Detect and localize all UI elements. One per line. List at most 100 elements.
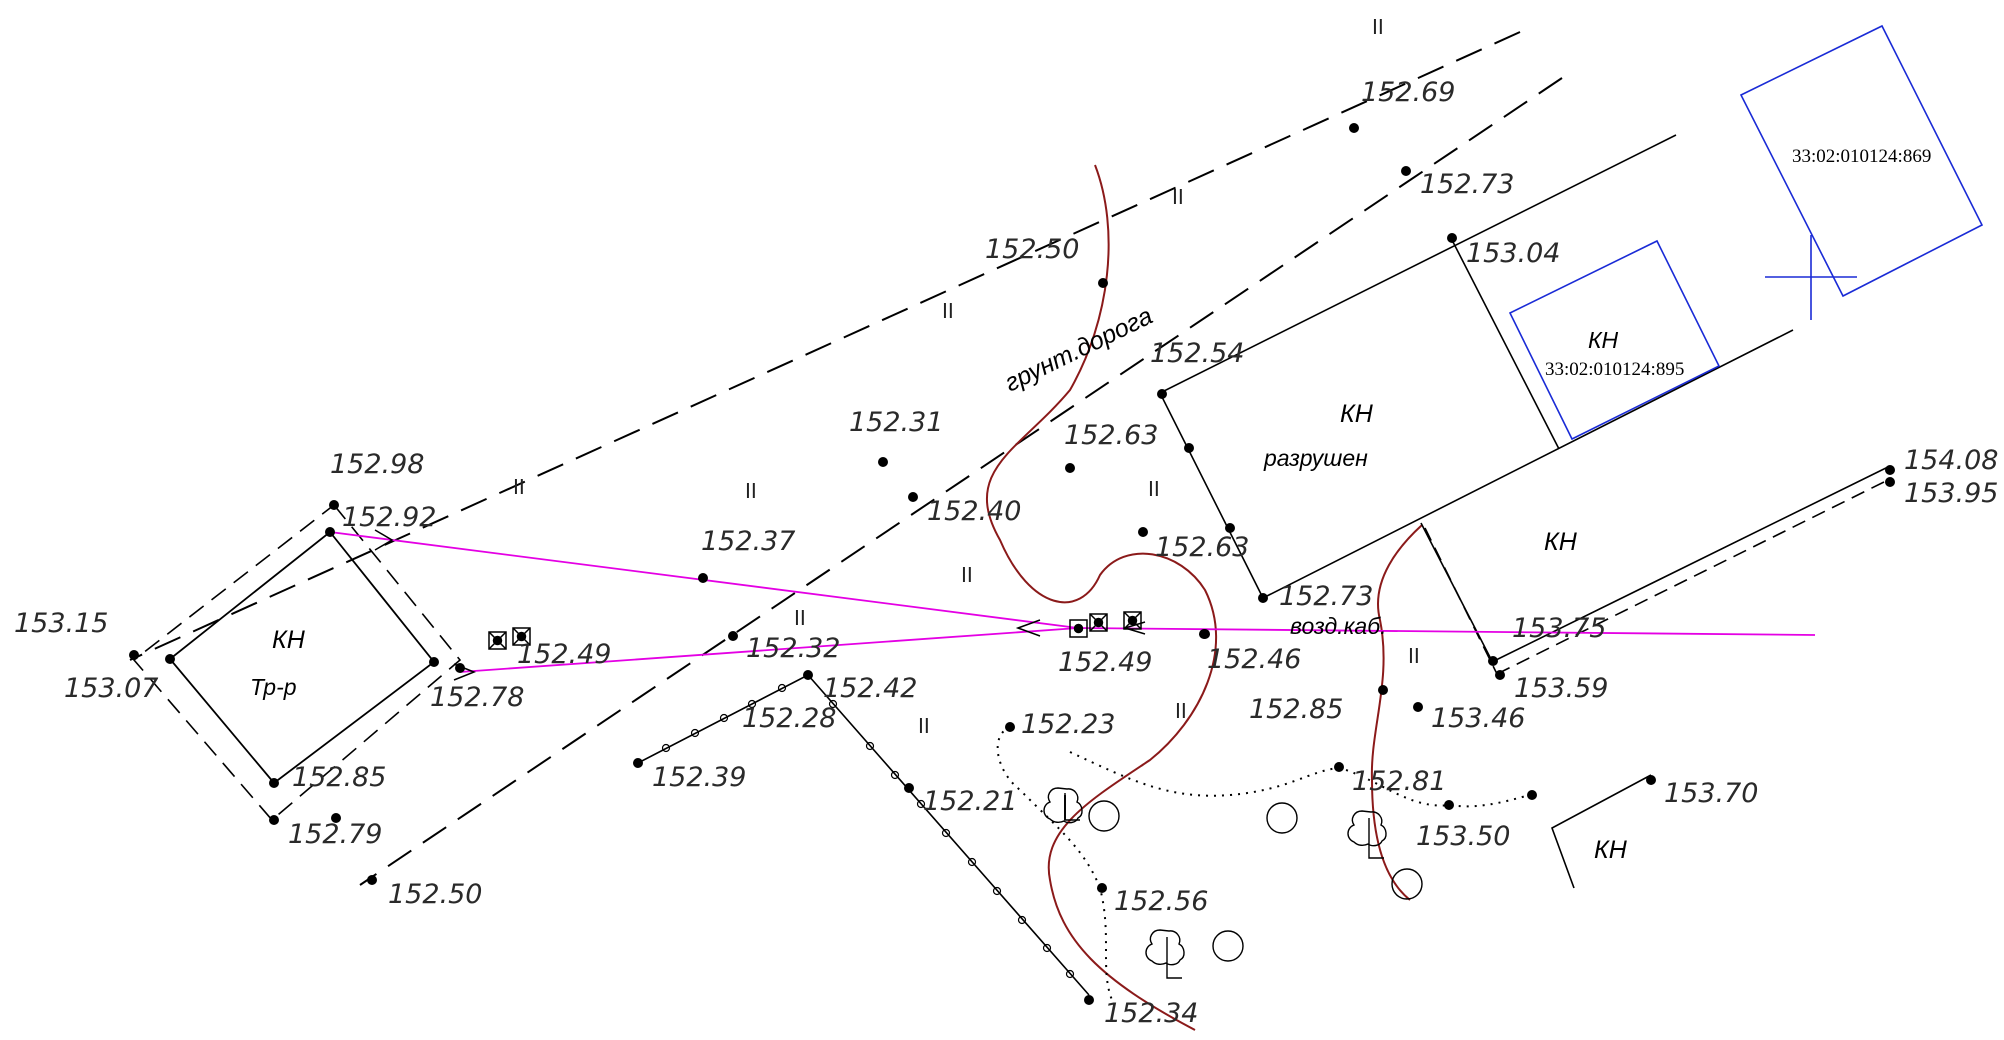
grass-symbol: II — [918, 714, 930, 738]
survey-point — [904, 783, 914, 793]
building-ruined-label: разрушен — [1263, 445, 1368, 471]
building-kn-label: КН — [1340, 400, 1374, 428]
survey-point — [1527, 790, 1537, 800]
survey-point — [1097, 883, 1107, 893]
pole-symbol — [488, 631, 507, 650]
road-edge-upper — [129, 31, 1521, 661]
elevation-label: 152.31 — [849, 407, 943, 438]
elevation-label: 152.69 — [1361, 77, 1455, 108]
elevation-label: 152.78 — [430, 682, 524, 713]
grass-symbol: II — [745, 479, 757, 503]
survey-point — [1138, 527, 1148, 537]
elevation-label: 153.59 — [1514, 673, 1608, 704]
elevation-label: 153.07 — [64, 673, 158, 704]
elevation-label: 153.70 — [1664, 778, 1758, 809]
survey-point — [1065, 463, 1075, 473]
survey-point — [878, 457, 888, 467]
poles — [488, 611, 1142, 650]
elevation-label: 152.32 — [746, 633, 840, 664]
survey-point — [1349, 123, 1359, 133]
elevation-label: 152.50 — [985, 234, 1079, 265]
elevation-label: 153.46 — [1431, 703, 1525, 734]
survey-point — [325, 527, 335, 537]
survey-point — [1005, 722, 1015, 732]
parcel-kn-label: КН — [1588, 327, 1619, 353]
survey-point — [165, 654, 175, 664]
elevation-label: 153.75 — [1512, 613, 1606, 644]
survey-point — [1184, 443, 1194, 453]
building-ruined-outline — [1158, 134, 1794, 600]
elevation-label: 152.85 — [292, 762, 386, 793]
cadastral-parcels — [1508, 24, 1984, 441]
parcel-895-number: 33:02:010124:895 — [1545, 359, 1684, 380]
survey-point — [1157, 389, 1167, 399]
arrow-north — [374, 529, 394, 551]
elevation-label: 152.56 — [1114, 886, 1208, 917]
parcel-869-number: 33:02:010124:869 — [1792, 146, 1931, 167]
survey-point — [269, 815, 279, 825]
elevation-label: 152.28 — [742, 703, 836, 734]
shrub-circle-icon — [1266, 802, 1298, 834]
fence-posts — [661, 683, 1075, 979]
relief-contour — [986, 164, 1423, 1031]
survey-point — [1084, 995, 1094, 1005]
building-kn-southeast — [1551, 774, 1652, 889]
road-label: грунт.дорога — [1000, 302, 1157, 398]
elevation-label: 152.34 — [1104, 998, 1198, 1029]
deciduous-tree-icon — [1043, 787, 1083, 824]
survey-point — [1413, 702, 1423, 712]
elevation-label: 153.50 — [1416, 821, 1510, 852]
pole-symbol — [1069, 619, 1088, 638]
power-line-south — [459, 627, 1079, 673]
survey-point — [1225, 523, 1235, 533]
pole-symbol — [1123, 611, 1142, 630]
building-kn-label: КН — [1544, 528, 1578, 556]
dashed-line-east — [1424, 527, 1498, 675]
survey-point — [367, 875, 377, 885]
elevation-label: 152.49 — [1058, 647, 1152, 678]
elevation-label: 152.40 — [927, 496, 1021, 527]
grass-symbol: II — [513, 475, 525, 499]
survey-point — [1885, 465, 1895, 475]
elevation-label: 152.73 — [1420, 169, 1514, 200]
building-offset-dashed — [1424, 477, 1893, 675]
transformer-label: Тр-р — [250, 674, 297, 700]
elevation-label: 152.50 — [388, 879, 482, 910]
elevation-label: 152.79 — [288, 819, 382, 850]
deciduous-tree-icon — [1347, 810, 1387, 859]
survey-point — [1646, 775, 1656, 785]
transformer-kn-label: КН — [272, 626, 306, 654]
survey-points — [129, 123, 1895, 1005]
grass-symbol: II — [1408, 644, 1420, 668]
survey-point — [1488, 656, 1498, 666]
elevation-label: 152.63 — [1064, 420, 1158, 451]
elevation-label: 153.95 — [1904, 478, 1998, 509]
elevation-label: 152.49 — [517, 639, 611, 670]
elevation-label: 152.42 — [823, 673, 917, 704]
dotted-boundary-east — [1069, 751, 1531, 808]
parcel-869-outline — [1739, 24, 1984, 298]
grass-symbol: II — [961, 563, 973, 587]
shrub-circle-icon — [1391, 868, 1423, 900]
shrub-circle-icon — [1088, 800, 1120, 832]
parcel-895-outline — [1508, 239, 1721, 441]
dotted-boundary-south — [996, 726, 1113, 1001]
building-partition-line — [1451, 239, 1560, 450]
elevation-label: 154.08 — [1904, 445, 1998, 476]
dashed-line-south — [1496, 477, 1893, 675]
survey-point — [129, 650, 139, 660]
grass-symbol: II — [1148, 477, 1160, 501]
elevation-label: 152.21 — [923, 786, 1017, 817]
survey-point — [908, 492, 918, 502]
survey-point — [1098, 278, 1108, 288]
grass-symbol: II — [1172, 185, 1184, 209]
transformer-outline — [168, 530, 436, 785]
contour-line-east — [1370, 524, 1423, 901]
survey-point — [1495, 670, 1505, 680]
elevation-label: 152.39 — [652, 762, 746, 793]
elevation-label: 153.04 — [1466, 238, 1560, 269]
building-kn-label: КН — [1594, 836, 1628, 864]
elevation-label: 152.92 — [342, 502, 436, 533]
survey-point — [1334, 762, 1344, 772]
